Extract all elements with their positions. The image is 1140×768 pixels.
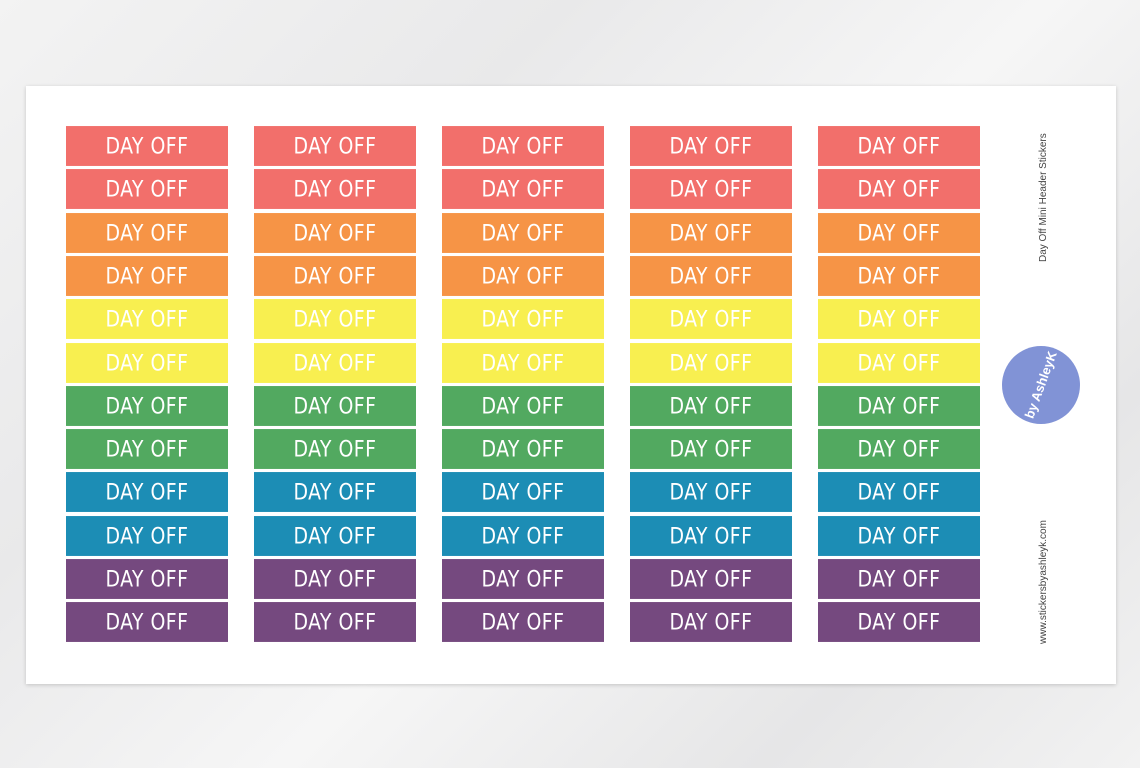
sticker-day-off: DAY OFF — [66, 559, 228, 599]
sticker-day-off: DAY OFF — [818, 515, 980, 556]
sticker-day-off: DAY OFF — [66, 342, 228, 383]
sticker-day-off: DAY OFF — [630, 212, 792, 253]
logo-text: by AshleyK — [1021, 349, 1060, 421]
sticker-day-off: DAY OFF — [630, 255, 792, 296]
sticker-day-off: DAY OFF — [442, 472, 604, 513]
sticker-day-off: DAY OFF — [442, 342, 604, 383]
sticker-day-off: DAY OFF — [442, 559, 604, 599]
sticker-day-off: DAY OFF — [254, 602, 416, 643]
sticker-day-off: DAY OFF — [442, 255, 604, 296]
sticker-day-off: DAY OFF — [66, 602, 228, 643]
brand-logo: by AshleyK — [1002, 346, 1080, 424]
sticker-day-off: DAY OFF — [630, 515, 792, 556]
sticker-day-off: DAY OFF — [818, 169, 980, 210]
sticker-day-off: DAY OFF — [630, 342, 792, 383]
sticker-day-off: DAY OFF — [254, 429, 416, 470]
sticker-day-off: DAY OFF — [818, 559, 980, 599]
sticker-day-off: DAY OFF — [442, 515, 604, 556]
website-url: www.stickersbyashleyk.com — [1038, 520, 1049, 644]
sheet-title: Day Off Mini Header Stickers — [1038, 133, 1049, 262]
sticker-day-off: DAY OFF — [254, 255, 416, 296]
sticker-day-off: DAY OFF — [442, 212, 604, 253]
sticker-day-off: DAY OFF — [442, 299, 604, 340]
sticker-day-off: DAY OFF — [254, 169, 416, 210]
sticker-day-off: DAY OFF — [818, 602, 980, 643]
sticker-day-off: DAY OFF — [254, 342, 416, 383]
sticker-day-off: DAY OFF — [254, 212, 416, 253]
sticker-day-off: DAY OFF — [818, 342, 980, 383]
sticker-day-off: DAY OFF — [818, 429, 980, 470]
sticker-day-off: DAY OFF — [66, 385, 228, 426]
sticker-day-off: DAY OFF — [442, 429, 604, 470]
sticker-day-off: DAY OFF — [66, 429, 228, 470]
sticker-day-off: DAY OFF — [66, 169, 228, 210]
sticker-day-off: DAY OFF — [818, 299, 980, 340]
sticker-day-off: DAY OFF — [66, 126, 228, 166]
sticker-day-off: DAY OFF — [630, 559, 792, 599]
sticker-day-off: DAY OFF — [630, 602, 792, 643]
sticker-day-off: DAY OFF — [254, 559, 416, 599]
sticker-day-off: DAY OFF — [442, 169, 604, 210]
sticker-day-off: DAY OFF — [818, 212, 980, 253]
sticker-day-off: DAY OFF — [630, 429, 792, 470]
sticker-day-off: DAY OFF — [254, 385, 416, 426]
sticker-day-off: DAY OFF — [818, 472, 980, 513]
sticker-day-off: DAY OFF — [818, 126, 980, 166]
sticker-day-off: DAY OFF — [66, 515, 228, 556]
sticker-day-off: DAY OFF — [630, 385, 792, 426]
sticker-day-off: DAY OFF — [818, 385, 980, 426]
sticker-day-off: DAY OFF — [442, 385, 604, 426]
sticker-day-off: DAY OFF — [442, 126, 604, 166]
sticker-day-off: DAY OFF — [630, 169, 792, 210]
sticker-day-off: DAY OFF — [66, 472, 228, 513]
sticker-day-off: DAY OFF — [442, 602, 604, 643]
sticker-day-off: DAY OFF — [254, 472, 416, 513]
sticker-day-off: DAY OFF — [254, 126, 416, 166]
sticker-day-off: DAY OFF — [254, 515, 416, 556]
sticker-day-off: DAY OFF — [630, 126, 792, 166]
sticker-day-off: DAY OFF — [254, 299, 416, 340]
sticker-day-off: DAY OFF — [630, 299, 792, 340]
sticker-day-off: DAY OFF — [630, 472, 792, 513]
sticker-day-off: DAY OFF — [66, 255, 228, 296]
sticker-day-off: DAY OFF — [818, 255, 980, 296]
sticker-day-off: DAY OFF — [66, 212, 228, 253]
sticker-day-off: DAY OFF — [66, 299, 228, 340]
